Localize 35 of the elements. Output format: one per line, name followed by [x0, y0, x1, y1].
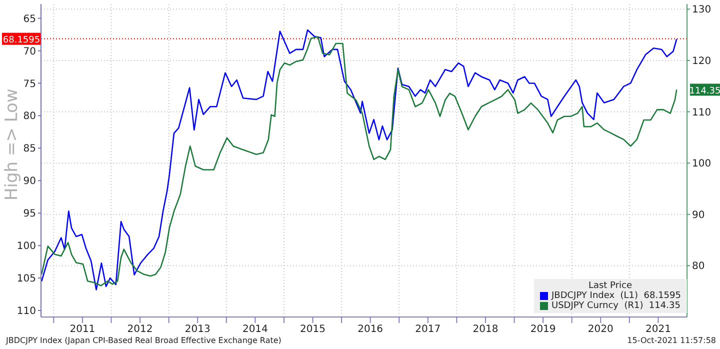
text: JBDCJPY Index (Japan CPI-Based Real Broad Effective Exchange Rate) [6, 336, 282, 345]
x-tick-label: 2012 [127, 324, 153, 336]
y2-tick-label: 110 [692, 107, 712, 118]
y-tick-label: 110 [16, 306, 36, 318]
ref-line-label: 68.1595 [2, 35, 40, 46]
y-tick-label: 100 [16, 241, 36, 252]
x-tick-label: 2020 [588, 324, 614, 336]
x-tick-label: 2015 [300, 324, 326, 336]
x-tick-label: 2013 [184, 324, 210, 336]
y2-tick-label: 120 [692, 56, 712, 67]
y2-tick-label: 90 [692, 210, 705, 221]
y-tick-label: 105 [16, 274, 36, 285]
text: 114.35 [689, 86, 720, 97]
y2-tick-label: 80 [692, 261, 705, 272]
y-axis-title: High => Low [2, 88, 22, 200]
y-tick-label: 80 [23, 111, 36, 122]
y-tick-label: 95 [23, 208, 36, 220]
x-tick-label: 2021 [645, 324, 671, 336]
y-tick-label: 90 [23, 176, 36, 188]
x-tick-label: 2014 [242, 324, 268, 336]
x-tick-label: 2018 [472, 324, 498, 336]
y2-tick-label: 130 [692, 4, 712, 16]
text: 15-Oct-2021 11:57:58 [627, 336, 716, 345]
x-tick-label: 2011 [70, 324, 96, 336]
legend-label: JBDCJPY Index (L1) 68.1595 [552, 291, 681, 301]
y-tick-label: 75 [23, 78, 36, 90]
x-tick-label: 2017 [415, 324, 441, 336]
y2-tick-label: 100 [692, 158, 712, 170]
y-tick-label: 65 [23, 14, 36, 25]
x-tick-label: 2019 [530, 324, 556, 336]
legend-label: USDJPY Curncy (R1) 114.35 [552, 301, 680, 311]
legend-title: Last Price [587, 281, 634, 291]
x-tick-label: 2016 [358, 324, 384, 336]
y-tick-label: 85 [23, 144, 36, 155]
y-tick-label: 70 [23, 46, 36, 58]
